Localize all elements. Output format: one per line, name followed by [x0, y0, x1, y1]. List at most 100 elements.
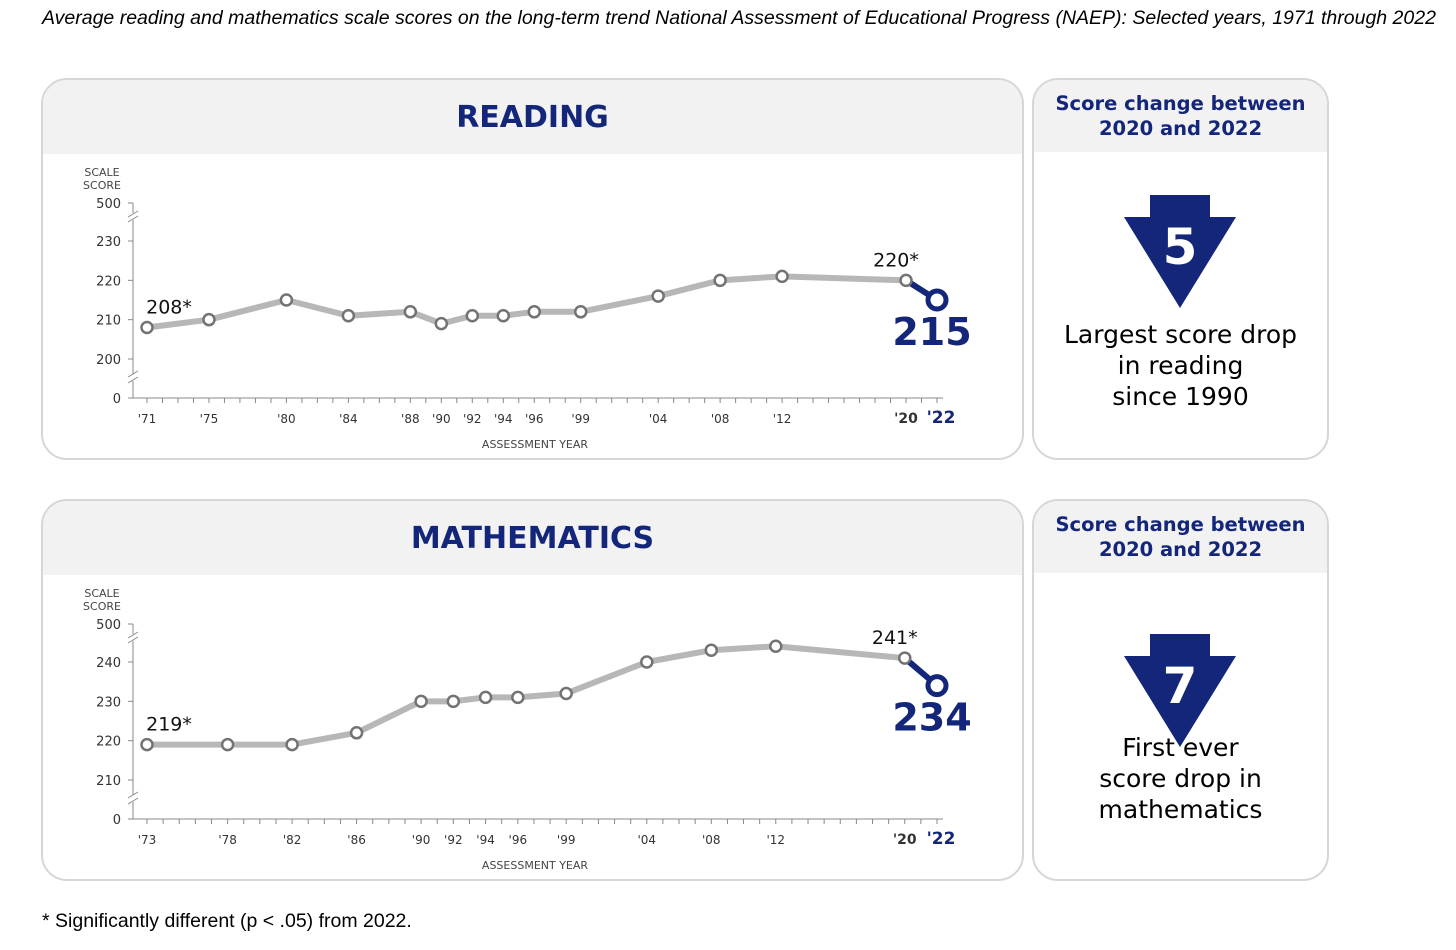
math-data-point [640, 655, 654, 669]
math-y-tick-label: 0 [113, 813, 121, 828]
reading-x-tick-label: '75 [200, 412, 219, 426]
reading-data-point [341, 308, 356, 323]
math-x-tick-label: '92 [444, 833, 463, 847]
reading-x-tick-label: '20 [894, 411, 918, 427]
reading-data-point [573, 305, 588, 319]
reading-data-point [899, 273, 913, 288]
reading-data-point [925, 288, 949, 312]
reading-series-line [146, 273, 907, 331]
math-data-point [414, 694, 428, 709]
reading-data-point [775, 269, 789, 284]
reading-data-point [713, 273, 727, 288]
reading-ylabel-line1: SCALE [84, 166, 119, 179]
reading-data-point [202, 312, 216, 327]
math-data-point [511, 690, 525, 705]
reading-axis-break-low [127, 376, 139, 384]
math-x-tick-label: '12 [766, 833, 785, 847]
math-chart-panel: MATHEMATICS SCALE SCORE 0 210 220 230 240 500 '7… [41, 499, 1024, 881]
math-y-tick-label: 210 [96, 774, 121, 789]
reading-ylabel-line2: SCORE [83, 179, 121, 192]
reading-axis-break-low [127, 370, 139, 378]
math-data-label: 241* [872, 627, 918, 649]
math-ylabel-line1: SCALE [84, 587, 119, 600]
math-axis-break-top [127, 636, 139, 644]
math-x-tick-label: '94 [476, 833, 495, 847]
reading-x-tick-label: '04 [649, 412, 668, 426]
reading-change-value: 5 [1163, 218, 1198, 276]
reading-y-tick-label: 200 [96, 353, 121, 368]
math-data-point [898, 651, 912, 665]
footnote: * Significantly different (p < .05) from… [42, 910, 412, 932]
math-data-point [478, 690, 493, 705]
math-x-tick-label: '99 [557, 833, 576, 847]
reading-change-text: Largest score drop in reading since 1990 [1064, 320, 1297, 411]
math-x-tick-label: '86 [347, 833, 366, 847]
reading-data-point [465, 308, 480, 323]
math-x-tick-label: '96 [509, 833, 528, 847]
reading-x-tick-label: '96 [525, 412, 544, 426]
reading-xlabel: ASSESSMENT YEAR [482, 438, 588, 451]
math-change-value: 7 [1163, 657, 1198, 715]
reading-chart-panel: READING SCALE SCORE 0 200 210 220 230 500 '71 '75… [41, 78, 1024, 460]
math-x-tick-label: '08 [702, 833, 721, 847]
reading-data-point [140, 320, 154, 335]
math-axis-break-top [127, 631, 139, 639]
reading-data-label: 208* [146, 297, 192, 319]
math-axis-break-low [127, 797, 139, 805]
reading-chart-title: READING [43, 80, 1022, 154]
reading-x-tick-label: '88 [401, 412, 420, 426]
reading-x-tick-label: '94 [494, 412, 513, 426]
reading-x-tick-label: '84 [339, 412, 358, 426]
math-y-tick-label: 220 [96, 735, 121, 750]
math-ylabel-line2: SCORE [83, 600, 121, 613]
math-xlabel: ASSESSMENT YEAR [482, 859, 588, 872]
reading-y-tick-label: 500 [96, 197, 121, 212]
reading-y-tick-label: 230 [96, 235, 121, 250]
math-data-point [769, 639, 783, 654]
reading-data-point [651, 289, 665, 303]
math-change-panel: Score change between 2020 and 2022 7 Fir… [1032, 499, 1329, 881]
reading-data-point [496, 308, 511, 323]
reading-axis-break-top [127, 215, 139, 223]
reading-x-tick-label: '90 [432, 412, 451, 426]
down-arrow-icon: 7 [1124, 634, 1236, 747]
math-data-point [559, 686, 573, 701]
math-data-point [349, 726, 364, 740]
math-y-tick-label: 500 [96, 618, 121, 633]
reading-change-heading: Score change between 2020 and 2022 [1034, 80, 1327, 152]
page-title: Average reading and mathematics scale sc… [42, 7, 1436, 29]
math-x-tick-label: '20 [893, 832, 917, 848]
reading-y-tick-label: 210 [96, 314, 121, 329]
reading-y-tick-label: 0 [113, 392, 121, 407]
reading-x-tick-label: '22 [927, 408, 956, 428]
math-x-tick-label: '73 [138, 833, 157, 847]
math-data-point [285, 737, 299, 752]
math-change-heading: Score change between 2020 and 2022 [1034, 501, 1327, 573]
reading-x-tick-label: '80 [277, 412, 296, 426]
math-data-point [140, 737, 154, 752]
reading-axis-break-top [127, 210, 139, 218]
math-x-tick-label: '90 [412, 833, 431, 847]
math-data-label-2022: 234 [892, 696, 971, 740]
reading-x-tick-label: '71 [138, 412, 157, 426]
math-y-tick-label: 240 [96, 656, 121, 671]
math-data-point [446, 694, 461, 709]
reading-data-point [279, 293, 294, 307]
math-data-point [704, 643, 719, 657]
reading-data-point [403, 305, 418, 319]
math-data-label: 219* [146, 714, 192, 736]
reading-x-tick-label: '92 [463, 412, 482, 426]
math-data-point [220, 737, 235, 752]
reading-data-point [434, 316, 449, 331]
reading-y-tick-label: 220 [96, 274, 121, 289]
down-arrow-icon: 5 [1124, 195, 1236, 308]
math-data-point [925, 674, 949, 698]
reading-x-tick-label: '12 [773, 412, 792, 426]
reading-x-tick-label: '99 [571, 412, 590, 426]
math-x-tick-label: '04 [638, 833, 657, 847]
math-chart-title: MATHEMATICS [43, 501, 1022, 575]
reading-data-label: 220* [873, 249, 919, 271]
math-change-text: First ever score drop in mathematics [1098, 733, 1263, 824]
